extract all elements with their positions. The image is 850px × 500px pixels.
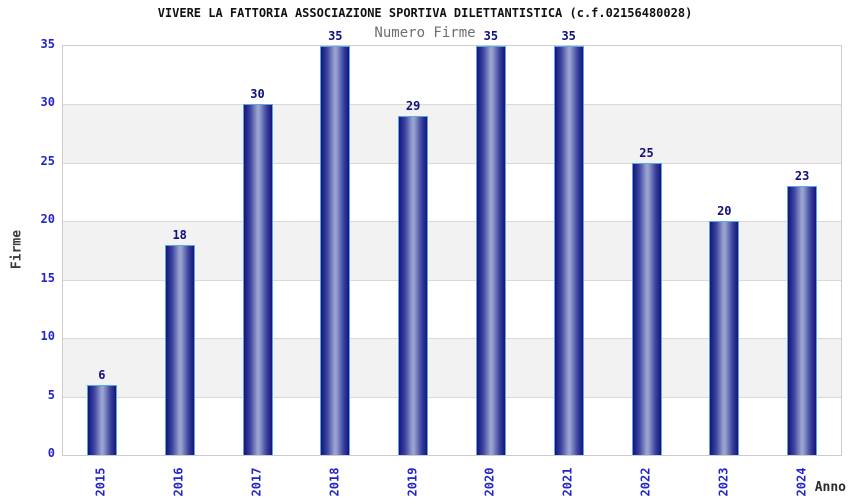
x-tick-label: 2016 [157,460,201,500]
bar-value-label: 23 [794,169,810,184]
y-tick-label: 5 [47,387,55,402]
plot-band [63,162,841,222]
gridline [63,162,841,164]
x-tick-label: 2015 [79,460,123,500]
x-tick-label: 2021 [546,460,590,500]
chart-subtitle: Numero Firme [374,25,476,41]
plot-band [63,46,841,105]
x-tick-label-text: 2017 [249,467,264,497]
plot-area: 6 18 30 35 29 35 35 25 20 23 [62,29,842,456]
x-axis-title: Anno [814,480,846,495]
bar-value-label: 35 [483,29,499,43]
gridline [63,338,841,340]
plot-band [63,104,841,163]
y-tick-label: 10 [40,329,55,344]
bar [553,46,584,455]
x-tick-label-text: 2015 [93,467,108,497]
x-tick-label-text: 2016 [171,467,186,497]
y-tick-label: 35 [40,37,55,51]
gridline [63,279,841,281]
x-tick-label: 2017 [235,460,279,500]
chart-title: VIVERE LA FATTORIA ASSOCIAZIONE SPORTIVA… [157,6,693,20]
x-tick-label-text: 2024 [794,467,809,497]
gridline [63,104,841,106]
x-tick-label: 2023 [701,460,745,500]
x-tick-label-text: 2019 [405,467,420,497]
x-tick-label-text: 2022 [638,467,653,497]
bar-value-label: 25 [639,145,654,160]
bar [475,46,506,455]
bar-value-label: 29 [405,99,421,114]
x-tick-label: 2020 [468,460,512,500]
bar [86,384,117,455]
y-tick-label: 15 [40,270,55,285]
bar-value-label: 30 [250,87,265,102]
y-tick-label: 20 [40,212,55,227]
x-tick-label: 2024 [779,460,823,500]
bar-value-label: 6 [98,367,106,382]
x-tick-label-text: 2021 [560,467,575,497]
bar [709,221,740,455]
gridline [63,221,841,223]
bar-value-label: 18 [172,227,187,242]
x-tick-label: 2018 [312,460,356,500]
x-tick-label: 2019 [390,460,434,500]
x-tick-label-text: 2018 [327,467,342,497]
bar [398,116,429,455]
bar [320,46,351,455]
bar [164,244,195,455]
x-tick-label-text: 2020 [482,467,497,497]
bar-value-label: 35 [328,29,343,43]
bar-value-label: 20 [717,204,732,219]
gridline [63,396,841,398]
bar-value-label: 35 [561,29,576,43]
x-tick-label: 2022 [624,460,668,500]
x-tick-label-text: 2023 [716,467,731,497]
bar [787,186,818,455]
y-tick-label: 30 [40,95,55,110]
y-tick-label: 25 [40,153,55,168]
bar [242,104,273,455]
y-tick-label: 0 [47,446,55,460]
bar [631,162,662,455]
